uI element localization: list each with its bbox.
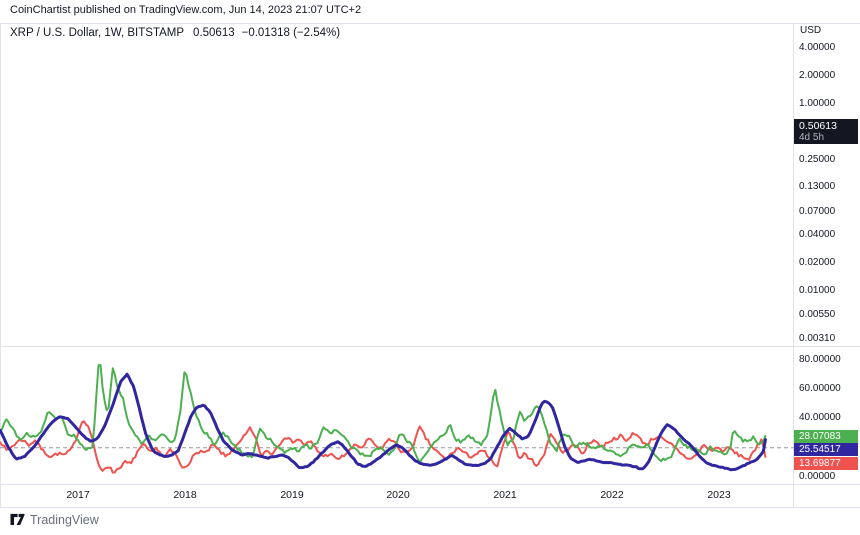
year-tick-label: 2020 bbox=[386, 489, 410, 501]
indicator-value-badge: 28.07083 bbox=[794, 429, 858, 443]
tradingview-logo-icon bbox=[10, 513, 25, 525]
year-tick-label: 2019 bbox=[280, 489, 304, 501]
indicator-tick-label: 60.00000 bbox=[799, 383, 841, 394]
price-tick-label: 0.13000 bbox=[799, 181, 836, 192]
year-tick-label: 2023 bbox=[707, 489, 731, 501]
currency-label: USD bbox=[800, 25, 822, 36]
indicator-tick-label: 0.00000 bbox=[799, 471, 836, 482]
tradingview-brand[interactable]: TradingView bbox=[10, 513, 99, 527]
published-meta: CoinChartist published on TradingView.co… bbox=[10, 4, 362, 16]
price-tick-label: 0.01000 bbox=[799, 285, 836, 296]
price-tick-label: 1.00000 bbox=[799, 98, 836, 109]
symbol-title: XRP / U.S. Dollar, 1W, BITSTAMP bbox=[10, 27, 185, 39]
year-tick-label: 2018 bbox=[173, 489, 197, 501]
indicator-tick-label: 80.00000 bbox=[799, 354, 841, 365]
bar-countdown: 4d 5h bbox=[799, 132, 825, 143]
year-tick-label: 2017 bbox=[66, 489, 90, 501]
year-tick-label: 2021 bbox=[493, 489, 517, 501]
price-tick-label: 0.04000 bbox=[799, 229, 836, 240]
last-price-value: 0.50613 bbox=[193, 27, 235, 39]
indicator-value-badge: 25.54517 bbox=[794, 443, 858, 456]
last-price-badge-value: 0.50613 bbox=[799, 120, 837, 132]
indicator-value-badge: 13.69877 bbox=[794, 456, 858, 470]
price-tick-label: 0.00310 bbox=[799, 333, 836, 344]
price-tick-label: 0.07000 bbox=[799, 206, 836, 217]
year-tick-label: 2022 bbox=[600, 489, 624, 501]
price-change: −0.01318 (−2.54%) bbox=[241, 27, 341, 39]
price-tick-label: 0.25000 bbox=[799, 154, 836, 165]
price-tick-label: 2.00000 bbox=[799, 70, 836, 81]
price-tick-label: 4.00000 bbox=[799, 42, 836, 53]
price-tick-label: 0.02000 bbox=[799, 257, 836, 268]
tradingview-brand-text: TradingView bbox=[30, 513, 99, 527]
last-price-badge: 0.50613 4d 5h bbox=[794, 119, 858, 144]
symbol-legend: XRP / U.S. Dollar, 1W, BITSTAMP 0.50613 −0… bbox=[10, 27, 340, 39]
indicator-tick-label: 40.00000 bbox=[799, 412, 841, 423]
price-tick-label: 0.00550 bbox=[799, 309, 836, 320]
